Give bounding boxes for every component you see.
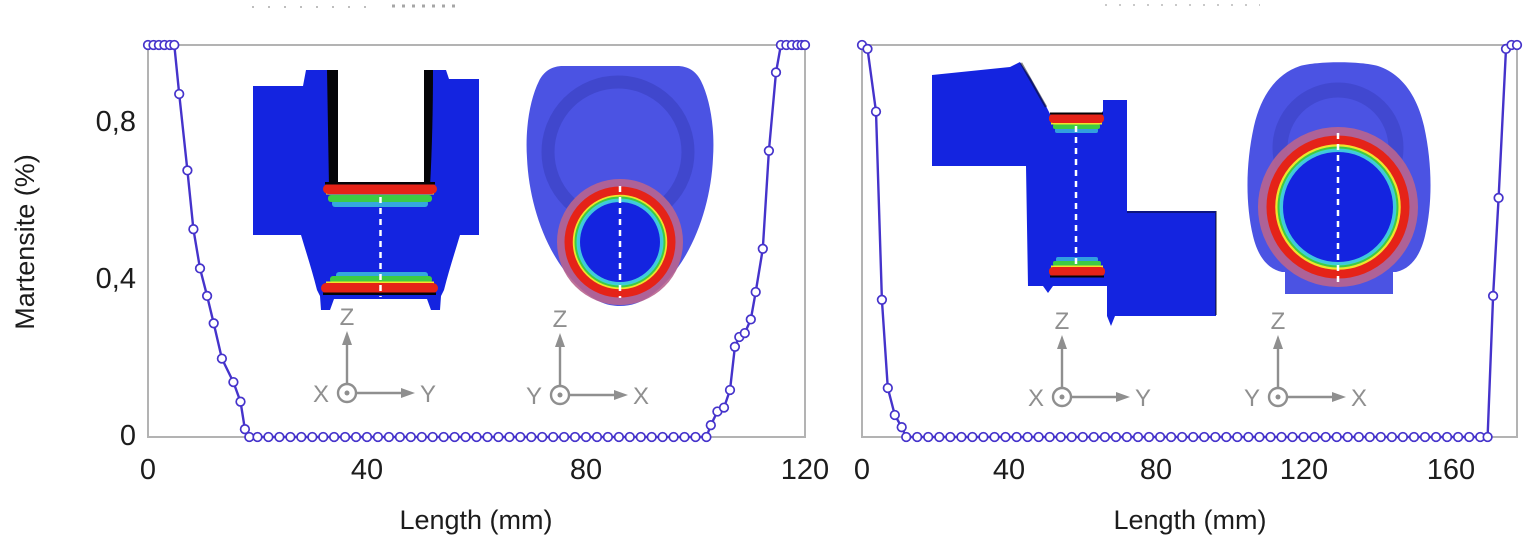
axis-label-left: Y xyxy=(1244,385,1260,412)
cropped-text-artifact-left xyxy=(252,4,455,8)
left-y-tick-0.4: 0,4 xyxy=(95,263,136,295)
part-dark-edge xyxy=(1127,211,1217,315)
left-y-tick-0.8: 0,8 xyxy=(95,106,136,138)
right-x-tick-120: 120 xyxy=(1279,454,1329,486)
left-y-tick-0: 0 xyxy=(119,420,136,452)
right-x-tick-160: 160 xyxy=(1426,454,1476,486)
right-x-tick-40: 40 xyxy=(992,454,1026,486)
part-dark-edge xyxy=(1019,62,1048,108)
axis-label-left: X xyxy=(313,381,329,408)
left-end-view-inset xyxy=(526,66,714,306)
left-x-tick-0: 0 xyxy=(139,454,157,486)
axis-triad-4: Z Y X xyxy=(1244,308,1367,412)
axis-label-up: Z xyxy=(340,304,355,331)
axis-label-left: Y xyxy=(526,383,542,410)
right-section-view-inset xyxy=(932,62,1217,326)
left-plot-frame xyxy=(147,44,806,438)
left-y-axis-title: Martensite (%) xyxy=(10,154,40,330)
axis-label-right: Y xyxy=(420,381,436,408)
right-x-tick-80: 80 xyxy=(1139,454,1173,486)
axis-label-up: Z xyxy=(1055,308,1070,335)
left-martensite-curve xyxy=(142,39,811,443)
left-x-tick-80: 80 xyxy=(569,454,603,486)
axis-triad-1: Z X Y xyxy=(313,304,436,408)
martensite-band-lower xyxy=(1049,257,1105,278)
axis-label-right: X xyxy=(633,383,649,410)
martensite-band-upper xyxy=(1049,112,1104,133)
axis-label-right: X xyxy=(1351,385,1367,412)
die-shadow-left-wall xyxy=(327,70,338,187)
axis-triad-3: Z X Y xyxy=(1028,308,1151,412)
axis-label-right: Y xyxy=(1135,385,1151,412)
left-x-tick-120: 120 xyxy=(780,454,830,486)
axis-label-up: Z xyxy=(553,306,568,333)
right-end-view-inset xyxy=(1247,62,1431,294)
left-x-axis-title: Length (mm) xyxy=(399,505,553,535)
die-shadow-right-wall xyxy=(424,70,433,187)
martensite-band-upper xyxy=(323,182,437,207)
left-section-view-inset xyxy=(253,70,479,310)
axis-triad-2: Z Y X xyxy=(526,306,649,410)
axis-label-up: Z xyxy=(1271,308,1286,335)
right-x-axis-title: Length (mm) xyxy=(1113,505,1267,535)
right-plot-frame xyxy=(861,44,1518,438)
left-x-tick-40: 40 xyxy=(350,454,384,486)
axis-label-left: X xyxy=(1028,385,1044,412)
right-martensite-curve xyxy=(856,39,1523,443)
right-x-tick-0: 0 xyxy=(853,454,871,486)
